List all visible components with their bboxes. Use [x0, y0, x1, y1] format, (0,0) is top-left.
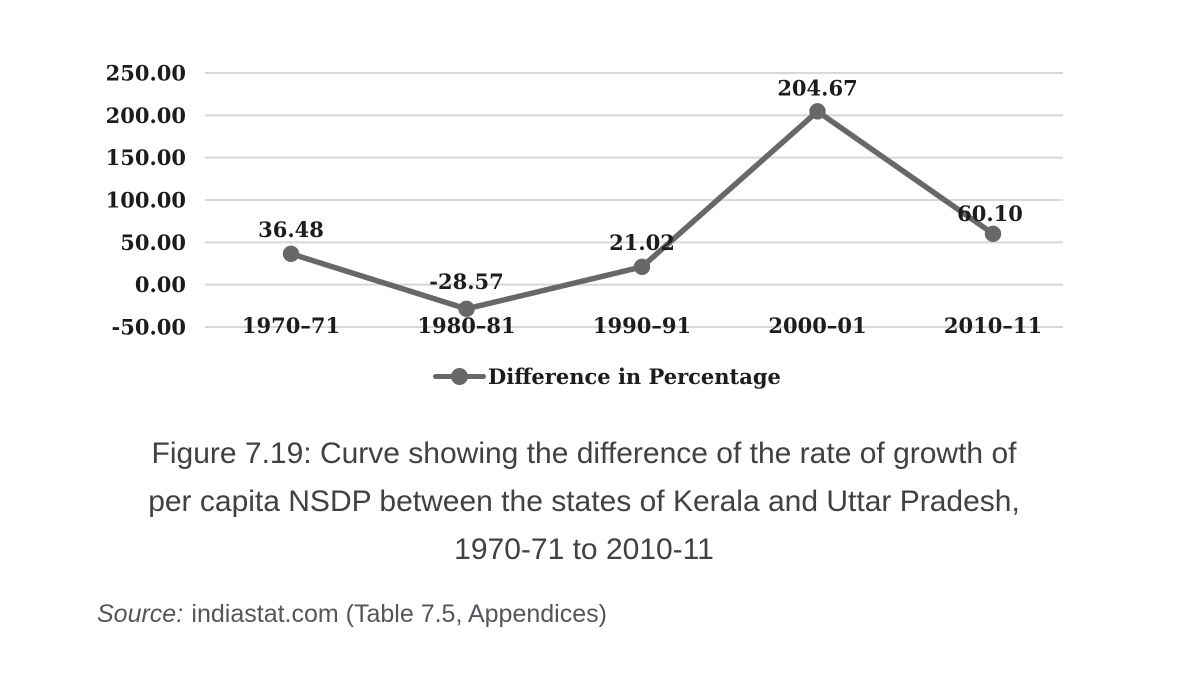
data-point-label: 60.10: [957, 201, 1023, 226]
source-note: Source: indiastat.com (Table 7.5, Appendi…: [97, 600, 607, 629]
source-text: indiastat.com (Table 7.5, Appendices): [191, 600, 607, 628]
x-axis-category-label: 1990–91: [593, 313, 691, 338]
x-axis-category-label: 1980–81: [417, 313, 515, 338]
y-axis-tick-label: 50.00: [120, 230, 186, 255]
source-label: Source:: [97, 600, 184, 628]
legend-label: Difference in Percentage: [488, 364, 781, 389]
legend-line-marker-icon: [433, 368, 486, 385]
data-point-label: -28.57: [429, 269, 503, 294]
y-axis-tick-label: 250.00: [106, 61, 186, 86]
data-point-marker: [633, 258, 651, 276]
figure-caption: Figure 7.19: Curve showing the differenc…: [0, 430, 1184, 574]
x-axis-category-label: 2010–11: [944, 313, 1042, 338]
figure-caption-line: 1970-71 to 2010-11: [454, 533, 714, 566]
y-axis-tick-label: 100.00: [106, 188, 186, 213]
y-axis-tick-label: 150.00: [106, 145, 186, 170]
legend-dot-icon: [451, 368, 468, 385]
x-axis-category-label: 2000–01: [768, 313, 866, 338]
series-line: [290, 108, 995, 312]
data-point-marker: [809, 103, 826, 120]
difference-line-chart: 250.00 200.00 150.00 100.00 50.00 0.00 -50.00 1…: [106, 61, 1063, 340]
y-axis-tick-label: 0.00: [135, 272, 186, 297]
data-point-label: 36.48: [258, 217, 324, 242]
chart-legend: Difference in Percentage: [433, 364, 781, 389]
y-axis-tick-label: -50.00: [112, 315, 186, 340]
x-axis-category-label: 1970–71: [242, 313, 340, 338]
data-point-marker: [984, 225, 1002, 242]
figure-caption-line: per capita NSDP between the states of Ke…: [148, 485, 1020, 518]
y-axis-tick-label: 200.00: [106, 103, 186, 128]
figure-caption-line: Figure 7.19: Curve showing the differenc…: [151, 437, 1017, 470]
data-point-marker: [458, 300, 475, 318]
data-point-marker: [282, 245, 300, 262]
data-point-label: 21.02: [609, 230, 675, 255]
data-point-label: 204.67: [777, 75, 857, 100]
